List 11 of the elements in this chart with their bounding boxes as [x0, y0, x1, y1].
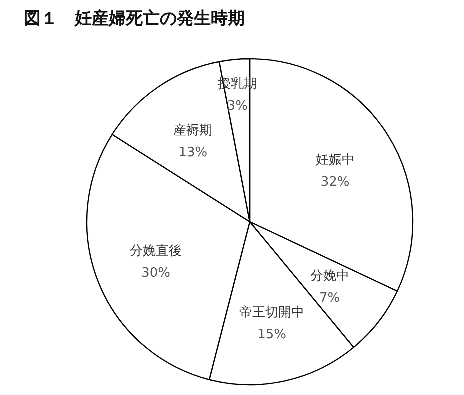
slice-label: 帝王切開中: [240, 306, 305, 321]
slice-label: 妊娠中: [316, 152, 355, 168]
slice-label: 産褥期: [174, 122, 213, 138]
data-label: 32%: [320, 174, 350, 190]
chart-title: 図１ 妊産婦死亡の発生時期: [24, 9, 245, 29]
slice-label: 分娩中: [310, 268, 350, 284]
slice-label: 分娩直後: [130, 244, 182, 260]
data-label: 30%: [142, 266, 170, 282]
data-label: 15%: [258, 328, 286, 343]
data-label: 7%: [320, 290, 340, 306]
data-label: 13%: [178, 145, 208, 160]
